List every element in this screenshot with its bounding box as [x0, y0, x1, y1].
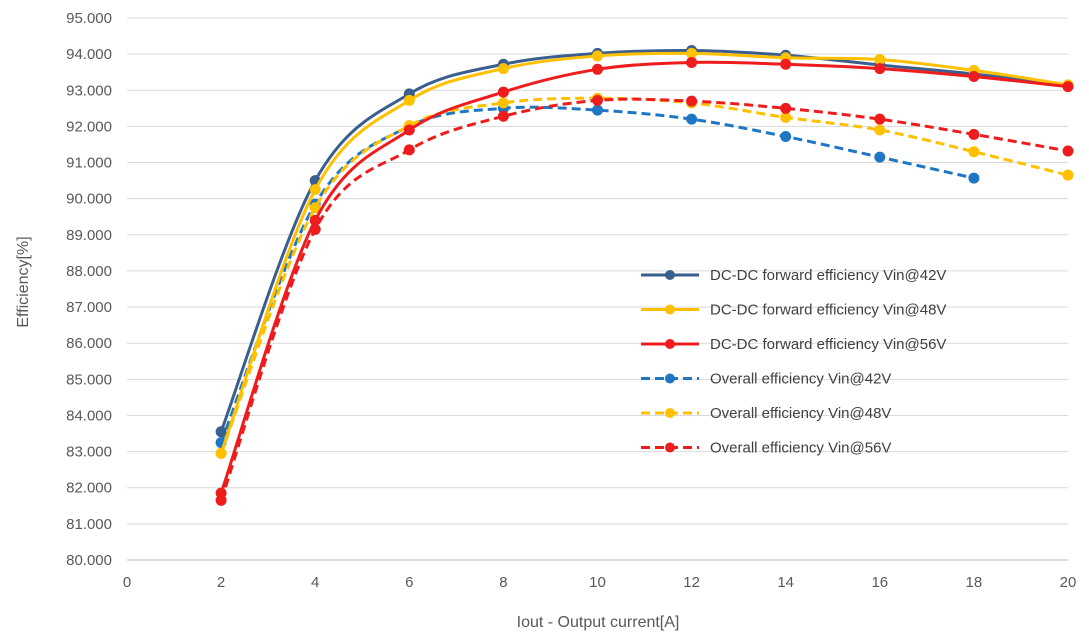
data-point — [215, 447, 227, 459]
data-point — [780, 131, 792, 143]
data-point — [1062, 169, 1074, 181]
y-tick-label: 82.000 — [66, 480, 112, 497]
data-point — [874, 63, 886, 75]
data-point — [215, 487, 227, 499]
x-tick-label: 2 — [217, 574, 225, 591]
x-tick-label: 10 — [589, 574, 606, 591]
y-tick-label: 95.000 — [66, 10, 112, 27]
data-point — [780, 102, 792, 114]
y-tick-label: 81.000 — [66, 516, 112, 533]
legend-entry: Overall efficiency Vin@56V — [641, 440, 891, 457]
y-tick-label: 84.000 — [66, 407, 112, 424]
legend-label: DC-DC forward efficiency Vin@48V — [710, 302, 946, 319]
legend-swatch-marker — [665, 408, 675, 418]
legend-label: DC-DC forward efficiency Vin@42V — [710, 267, 946, 284]
y-tick-label: 94.000 — [66, 46, 112, 63]
legend-entry: DC-DC forward efficiency Vin@56V — [641, 336, 946, 353]
data-point — [403, 144, 415, 156]
x-tick-label: 6 — [405, 574, 413, 591]
data-point — [968, 71, 980, 83]
legend-entry: Overall efficiency Vin@42V — [641, 371, 891, 388]
series-3 — [215, 56, 1074, 499]
data-point — [968, 128, 980, 140]
legend-swatch-marker — [665, 442, 675, 453]
x-tick-label: 16 — [871, 574, 888, 591]
legend-swatch-marker — [665, 373, 675, 384]
legend-label: Overall efficiency Vin@48V — [710, 405, 891, 422]
y-tick-label: 89.000 — [66, 227, 112, 244]
data-point — [215, 426, 227, 438]
y-tick-label: 88.000 — [66, 263, 112, 280]
data-point — [874, 113, 886, 125]
data-point — [874, 151, 886, 163]
y-tick-label: 91.000 — [66, 155, 112, 172]
y-tick-label: 83.000 — [66, 444, 112, 461]
x-tick-label: 18 — [966, 574, 983, 591]
series-line — [219, 105, 975, 444]
series-line — [219, 97, 1069, 501]
legend-swatch-marker — [665, 270, 675, 280]
series-2 — [215, 47, 1074, 459]
legend-label: Overall efficiency Vin@42V — [710, 371, 891, 388]
legend-entry: DC-DC forward efficiency Vin@42V — [641, 267, 946, 284]
y-tick-label: 93.000 — [66, 82, 112, 99]
data-point — [497, 86, 509, 98]
data-point — [592, 104, 603, 116]
data-point — [497, 110, 509, 122]
data-point — [780, 111, 792, 123]
legend-entry: DC-DC forward efficiency Vin@48V — [641, 302, 946, 319]
y-tick-label: 90.000 — [66, 191, 112, 208]
series-6 — [215, 94, 1074, 506]
data-point — [780, 58, 792, 70]
x-tick-label: 20 — [1060, 574, 1077, 591]
legend-entry: Overall efficiency Vin@48V — [641, 405, 891, 422]
data-point — [592, 94, 603, 106]
data-point — [1062, 81, 1074, 93]
x-tick-label: 0 — [123, 574, 131, 591]
x-tick-label: 12 — [683, 574, 700, 591]
data-point — [309, 202, 321, 214]
data-point — [309, 184, 321, 196]
axes: 80.000 81.000 82.000 83.000 84.000 85.000 86.0… — [66, 10, 1076, 591]
data-point — [592, 50, 603, 62]
data-point — [968, 146, 980, 158]
data-point — [497, 63, 509, 75]
y-axis-title: Efficiency[%] — [15, 236, 32, 327]
data-point — [968, 172, 980, 184]
data-point — [686, 113, 698, 125]
y-tick-label: 92.000 — [66, 118, 112, 135]
data-point — [497, 97, 509, 109]
data-point — [874, 124, 886, 136]
data-point — [686, 95, 698, 107]
legend-label: DC-DC forward efficiency Vin@56V — [710, 336, 946, 353]
series-line — [219, 96, 1069, 454]
y-tick-label: 80.000 — [66, 552, 112, 569]
data-point — [1062, 145, 1074, 157]
series — [215, 45, 1074, 506]
data-point — [403, 124, 415, 136]
series-line — [219, 48, 1069, 433]
legend: DC-DC forward efficiency Vin@42V DC-DC fo… — [641, 267, 946, 457]
data-point — [686, 47, 698, 59]
x-tick-label: 8 — [499, 574, 507, 591]
y-tick-label: 86.000 — [66, 335, 112, 352]
data-point — [592, 63, 603, 75]
legend-swatch-marker — [665, 304, 675, 315]
x-tick-label: 14 — [777, 574, 794, 591]
y-tick-label: 87.000 — [66, 299, 112, 316]
data-point — [309, 214, 321, 226]
data-point — [874, 54, 886, 66]
x-tick-label: 4 — [311, 574, 319, 591]
legend-swatch-marker — [665, 339, 675, 349]
legend-label: Overall efficiency Vin@56V — [710, 440, 891, 457]
x-axis-title: Iout - Output current[A] — [517, 614, 680, 631]
data-point — [403, 94, 415, 106]
data-point — [686, 56, 698, 68]
y-tick-label: 85.000 — [66, 371, 112, 388]
